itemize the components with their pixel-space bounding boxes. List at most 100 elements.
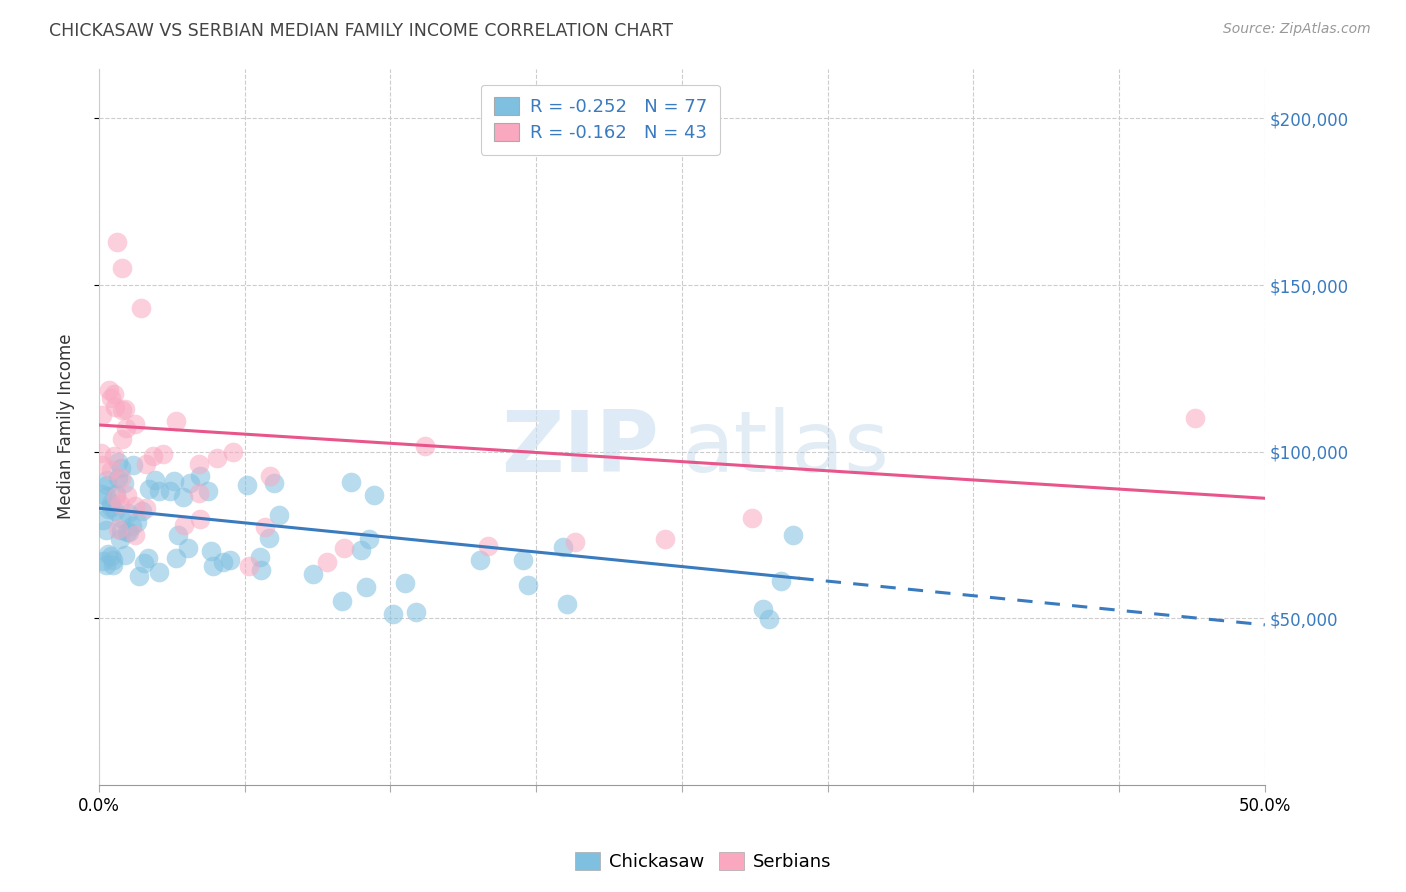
Point — [117, 506, 139, 520]
Point — [782, 528, 804, 542]
Point — [564, 534, 586, 549]
Point — [91, 554, 114, 568]
Point — [211, 555, 233, 569]
Point — [103, 401, 125, 415]
Point — [101, 558, 124, 572]
Point — [91, 513, 114, 527]
Point — [188, 458, 211, 472]
Legend: Chickasaw, Serbians: Chickasaw, Serbians — [568, 846, 838, 879]
Point — [138, 483, 160, 497]
Point — [179, 476, 201, 491]
Point — [468, 553, 491, 567]
Point — [200, 544, 222, 558]
Point — [124, 528, 146, 542]
Point — [758, 612, 780, 626]
Point — [112, 476, 135, 491]
Point — [222, 444, 245, 458]
Point — [110, 532, 132, 546]
Point — [259, 468, 281, 483]
Point — [136, 551, 159, 566]
Point — [188, 469, 211, 483]
Point — [111, 432, 134, 446]
Point — [250, 564, 273, 578]
Point — [405, 605, 427, 619]
Point — [115, 420, 138, 434]
Point — [121, 519, 143, 533]
Point — [110, 497, 132, 511]
Point — [172, 490, 194, 504]
Text: atlas: atlas — [682, 407, 890, 490]
Point — [512, 552, 534, 566]
Legend: R = -0.252   N = 77, R = -0.162   N = 43: R = -0.252 N = 77, R = -0.162 N = 43 — [481, 85, 720, 155]
Point — [96, 478, 118, 492]
Point — [107, 455, 129, 469]
Point — [94, 558, 117, 573]
Point — [129, 301, 152, 316]
Point — [124, 500, 146, 514]
Point — [110, 511, 132, 525]
Point — [132, 556, 155, 570]
Point — [333, 541, 356, 555]
Point — [110, 524, 132, 538]
Point — [100, 391, 122, 405]
Point — [394, 576, 416, 591]
Point — [315, 555, 337, 569]
Point — [121, 458, 143, 472]
Point — [752, 601, 775, 615]
Point — [330, 593, 353, 607]
Point — [381, 607, 404, 621]
Point — [357, 532, 380, 546]
Point — [197, 483, 219, 498]
Point — [354, 580, 377, 594]
Point — [477, 539, 499, 553]
Point — [128, 569, 150, 583]
Point — [105, 487, 128, 501]
Point — [165, 414, 187, 428]
Point — [97, 547, 120, 561]
Point — [302, 567, 325, 582]
Point — [90, 445, 112, 459]
Point — [96, 489, 118, 503]
Point — [90, 487, 112, 501]
Point — [100, 463, 122, 477]
Point — [177, 541, 200, 555]
Point — [100, 549, 122, 563]
Point — [114, 548, 136, 562]
Point — [165, 551, 187, 566]
Point — [350, 543, 373, 558]
Point — [114, 402, 136, 417]
Point — [111, 402, 134, 417]
Text: ZIP: ZIP — [501, 407, 658, 490]
Point — [97, 383, 120, 397]
Point — [100, 496, 122, 510]
Point — [159, 484, 181, 499]
Point — [253, 519, 276, 533]
Point — [103, 449, 125, 463]
Point — [741, 511, 763, 525]
Point — [1184, 411, 1206, 425]
Point — [413, 439, 436, 453]
Point — [110, 460, 132, 475]
Point — [263, 475, 285, 490]
Point — [91, 458, 114, 472]
Point — [96, 523, 118, 537]
Point — [555, 597, 578, 611]
Point — [654, 533, 676, 547]
Point — [517, 578, 540, 592]
Point — [201, 559, 224, 574]
Point — [267, 508, 290, 522]
Point — [148, 565, 170, 579]
Y-axis label: Median Family Income: Median Family Income — [58, 334, 75, 519]
Point — [104, 503, 127, 517]
Point — [111, 261, 134, 276]
Point — [770, 574, 793, 588]
Point — [100, 500, 122, 515]
Point — [143, 474, 166, 488]
Point — [163, 474, 186, 488]
Point — [107, 235, 129, 249]
Point — [125, 515, 148, 529]
Point — [152, 447, 174, 461]
Point — [107, 522, 129, 536]
Point — [218, 553, 240, 567]
Point — [110, 471, 132, 485]
